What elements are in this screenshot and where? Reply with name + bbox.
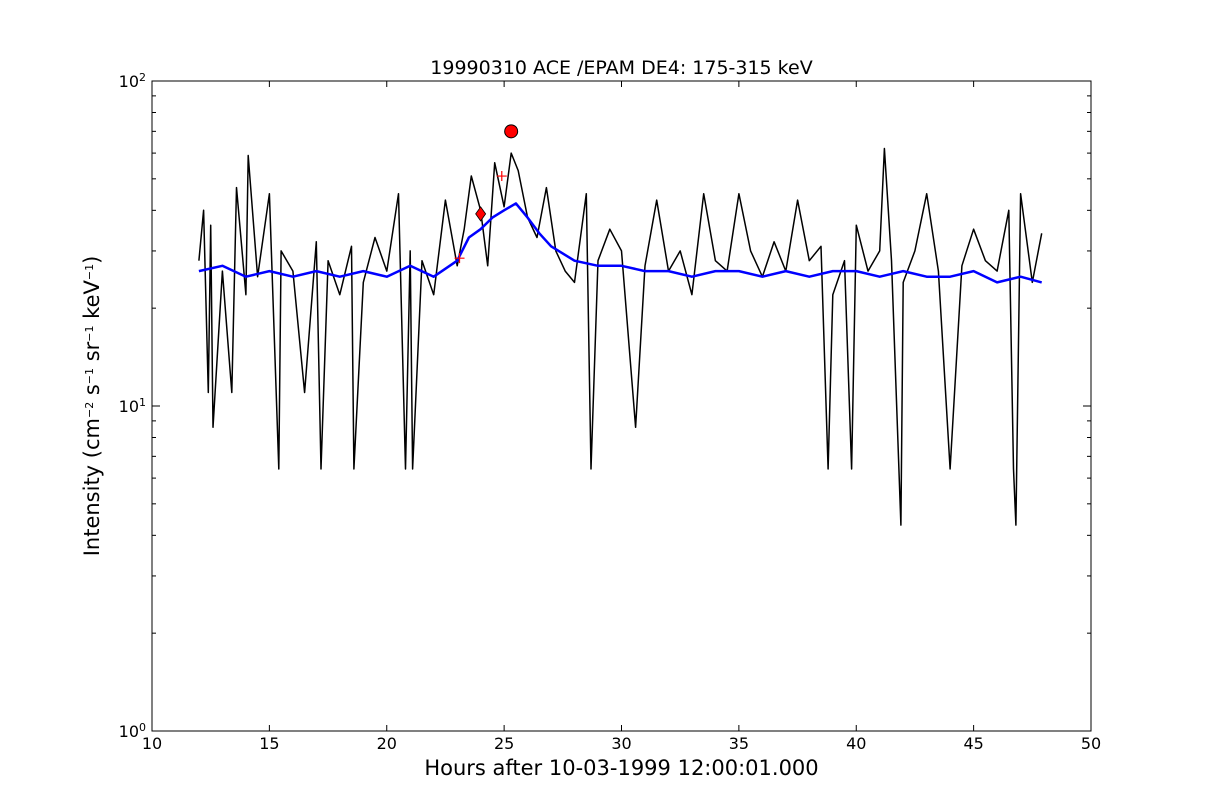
tick-layer: 10 15 20 25 30 35 40 45 50 100 101 102 xyxy=(119,71,1102,754)
y-label-sup3: −1 xyxy=(83,325,96,341)
x-axis-label: Hours after 10-03-1999 12:00:01.000 xyxy=(424,756,818,780)
data-layer xyxy=(198,124,1043,526)
series-line-1 xyxy=(198,202,1043,284)
series-line-0 xyxy=(198,147,1043,526)
x-tick-label-10: 10 xyxy=(142,734,162,753)
x-tick-label-15: 15 xyxy=(259,734,279,753)
y-label-sup4: −1 xyxy=(83,264,96,280)
y-tick-label-10: 101 xyxy=(119,396,146,417)
x-tick-label-30: 30 xyxy=(611,734,631,753)
x-tick-label-50: 50 xyxy=(1081,734,1101,753)
y-label-sup1: −2 xyxy=(83,402,96,418)
x-tick-label-40: 40 xyxy=(846,734,866,753)
marker-plus-3 xyxy=(454,253,465,264)
marker-diamond-1 xyxy=(475,206,487,222)
y-label-mid1: s xyxy=(80,384,104,402)
y-label-prefix: Intensity (cm xyxy=(80,418,104,556)
y-tick-label-1: 100 xyxy=(119,721,146,742)
marker-circle-0 xyxy=(504,124,519,139)
chart-title: 19990310 ACE /EPAM DE4: 175-315 keV xyxy=(430,57,812,79)
x-tick-label-20: 20 xyxy=(377,734,397,753)
y-label-mid2: sr xyxy=(80,341,104,368)
y-axis-label: Intensity (cm−2 s−1 sr−1 keV−1) xyxy=(80,256,104,557)
y-tick-label-100: 102 xyxy=(119,71,146,92)
y-label-mid3: keV xyxy=(80,279,104,325)
y-label-sup2: −1 xyxy=(83,368,96,384)
x-tick-label-35: 35 xyxy=(729,734,749,753)
x-tick-label-25: 25 xyxy=(494,734,514,753)
y-label-suffix: ) xyxy=(80,256,104,264)
x-tick-label-45: 45 xyxy=(963,734,983,753)
marker-plus-2 xyxy=(496,171,507,182)
